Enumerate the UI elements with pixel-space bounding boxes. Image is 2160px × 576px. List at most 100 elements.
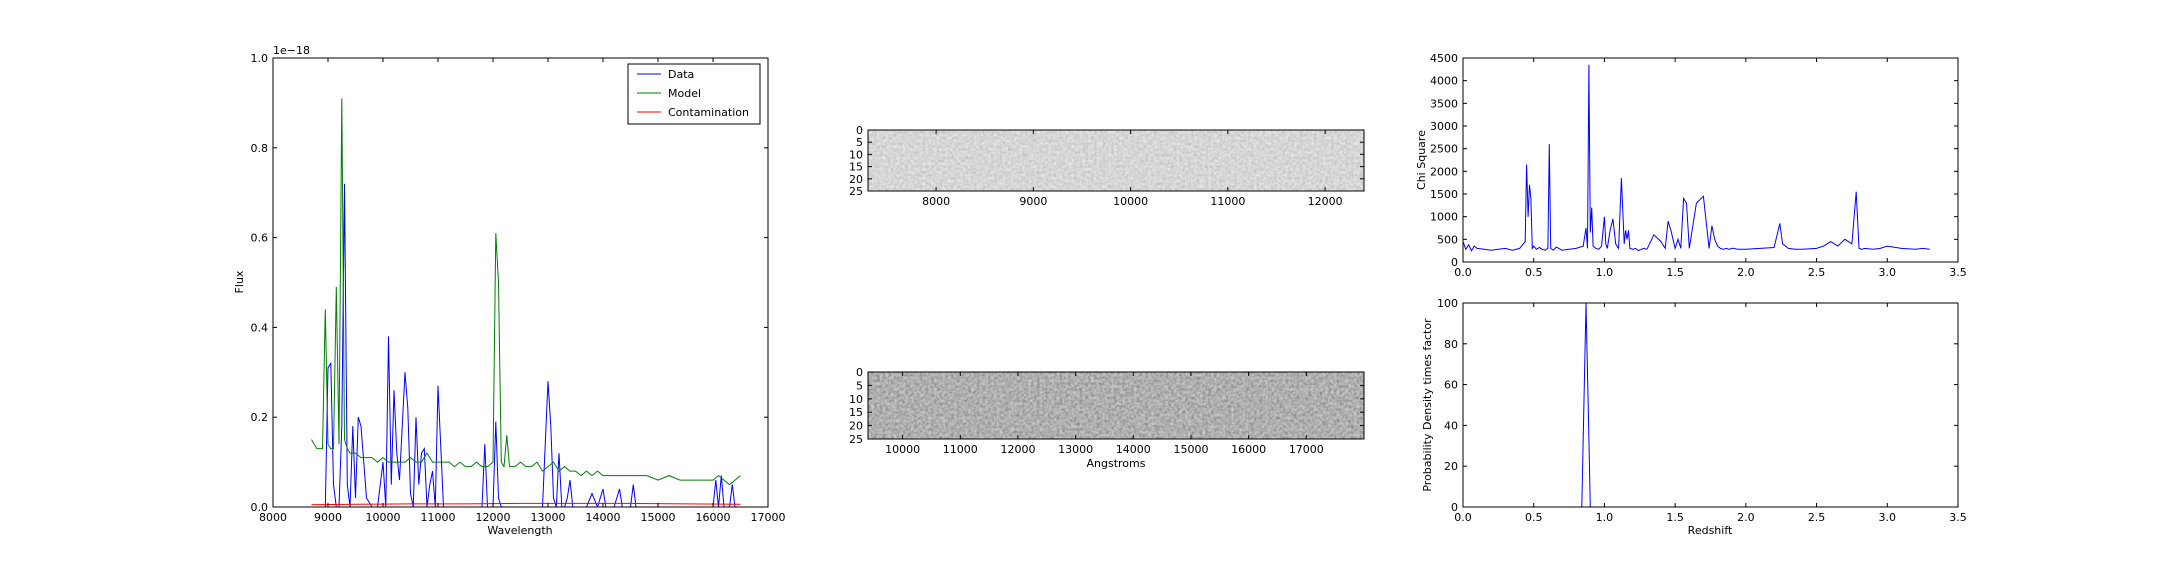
y-tick-label: 15: [849, 161, 863, 174]
x-tick-label: 0.0: [1454, 511, 1472, 524]
y-tick-label: 500: [1437, 233, 1458, 246]
x-tick-label: 10000: [885, 443, 920, 456]
x-tick-label: 2.0: [1737, 511, 1755, 524]
y-tick-label: 0: [856, 366, 863, 379]
y-tick-label: 2500: [1430, 143, 1458, 156]
spectrum-panel: 8000 9000 10000 11000 12000 13000 14000 15000 16…: [233, 44, 786, 537]
x-tick-label: 17000: [1289, 443, 1324, 456]
data-line: [322, 183, 741, 507]
chi-square-panel: 0.0 0.5 1.0 1.5 2.0 2.5 3.0 3.5 0 500 1000 1500 2000…: [1415, 52, 1967, 279]
series-1-line: [1463, 64, 1930, 252]
legend-box: [627, 63, 761, 125]
x-tick-label: 10000: [366, 511, 401, 524]
x-tick-label: 0.0: [1454, 266, 1472, 279]
y-tick-label: 2000: [1430, 165, 1458, 178]
x-tick-label: 3.5: [1949, 511, 1967, 524]
y-tick-label: 4000: [1430, 75, 1458, 88]
y-tick-label: 5: [856, 379, 863, 392]
legend-label-model: Model: [668, 87, 701, 100]
y-tick-label: 3500: [1430, 97, 1458, 110]
y-tick-label: 0: [1451, 256, 1458, 269]
x-tick-label: 10000: [1113, 195, 1148, 208]
contamination-line: [311, 502, 741, 506]
y-tick-label: 10: [849, 148, 863, 161]
y-tick-label: 20: [1444, 460, 1458, 473]
y-axis-label: Probability Density times factor: [1421, 318, 1434, 492]
x-tick-label: 14000: [586, 511, 621, 524]
plot-frame: [1462, 57, 1959, 263]
x-tick-label: 1.5: [1666, 266, 1684, 279]
y-tick-label: 20: [849, 173, 863, 186]
spectrum-2d-image: [868, 372, 1364, 439]
model-line: [311, 98, 741, 486]
x-tick-label: 13000: [1058, 443, 1093, 456]
x-tick-label: 3.0: [1879, 266, 1897, 279]
y-tick-label: 4500: [1430, 52, 1458, 65]
x-tick-label: 12000: [1000, 443, 1035, 456]
y-axis-label: Flux: [233, 270, 246, 293]
x-axis-label: Angstroms: [1087, 457, 1146, 470]
x-tick-label: 16000: [696, 511, 731, 524]
y-tick-label: 40: [1444, 419, 1458, 432]
y-tick-label: 0.6: [251, 232, 269, 245]
y-axis-label: Chi Square: [1415, 130, 1428, 190]
y-tick-label: 0.4: [251, 321, 269, 334]
x-tick-label: 12000: [476, 511, 511, 524]
y-tick-label: 3000: [1430, 120, 1458, 133]
plot-frame: [867, 129, 1365, 192]
plot-frame: [867, 371, 1365, 440]
x-tick-label: 1.5: [1666, 511, 1684, 524]
x-tick-label: 3.5: [1949, 266, 1967, 279]
x-tick-label: 15000: [641, 511, 676, 524]
y-tick-label: 1.0: [251, 52, 269, 65]
x-tick-label: 2.5: [1808, 511, 1826, 524]
x-tick-label: 3.0: [1879, 511, 1897, 524]
x-tick-label: 14000: [1116, 443, 1151, 456]
y-tick-label: 10: [849, 393, 863, 406]
legend: Data Model Contamination: [627, 63, 761, 125]
spectrum-2d-image: [868, 130, 1364, 191]
x-tick-label: 11000: [421, 511, 456, 524]
x-axis-label: Wavelength: [487, 524, 552, 537]
x-tick-label: 0.5: [1525, 266, 1543, 279]
x-tick-label: 8000: [259, 511, 287, 524]
x-tick-label: 11000: [943, 443, 978, 456]
y-tick-label: 0: [1451, 501, 1458, 514]
plot-frame: [1462, 302, 1959, 508]
spectrum-2d-bottom-panel: 10000 11000 12000 13000 14000 15000 16000 17000…: [849, 366, 1365, 470]
legend-label-data: Data: [668, 68, 694, 81]
x-tick-label: 1.0: [1596, 511, 1614, 524]
offset-label: 1e−18: [273, 44, 310, 57]
y-tick-label: 5: [856, 136, 863, 149]
y-tick-label: 100: [1437, 297, 1458, 310]
y-tick-label: 25: [849, 433, 863, 446]
x-tick-label: 8000: [922, 195, 950, 208]
plot-frame: [272, 57, 769, 508]
y-tick-label: 0: [856, 124, 863, 137]
x-tick-label: 11000: [1210, 195, 1245, 208]
x-tick-label: 9000: [1019, 195, 1047, 208]
x-tick-label: 0.5: [1525, 511, 1543, 524]
x-tick-label: 16000: [1231, 443, 1266, 456]
x-tick-label: 2.5: [1808, 266, 1826, 279]
x-tick-label: 17000: [751, 511, 786, 524]
y-tick-label: 15: [849, 406, 863, 419]
probability-panel: 0.0 0.5 1.0 1.5 2.0 2.5 3.0 3.5 0 20 40 60 80 100 Red…: [1421, 297, 1967, 537]
x-tick-label: 2.0: [1737, 266, 1755, 279]
y-tick-label: 0.2: [251, 411, 269, 424]
y-tick-label: 0.0: [251, 501, 269, 514]
x-tick-label: 12000: [1308, 195, 1343, 208]
x-tick-label: 13000: [531, 511, 566, 524]
y-tick-label: 60: [1444, 379, 1458, 392]
x-tick-label: 15000: [1173, 443, 1208, 456]
y-tick-label: 1000: [1430, 211, 1458, 224]
x-axis-label: Redshift: [1688, 524, 1733, 537]
y-tick-label: 0.8: [251, 142, 269, 155]
y-tick-label: 20: [849, 420, 863, 433]
y-tick-label: 25: [849, 185, 863, 198]
y-tick-label: 80: [1444, 338, 1458, 351]
legend-label-contamination: Contamination: [668, 106, 749, 119]
x-tick-label: 9000: [314, 511, 342, 524]
